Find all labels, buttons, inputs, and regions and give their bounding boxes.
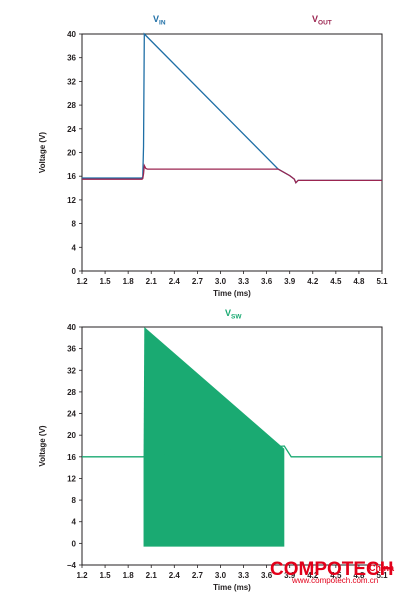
y-tick-label: 0 — [72, 539, 77, 548]
x-tick-label: 5.1 — [376, 571, 388, 580]
y-tick-label: 36 — [67, 54, 76, 63]
legend-subscript: IN — [159, 20, 166, 27]
x-tick-label: 1.5 — [100, 571, 112, 580]
y-tick-label: 28 — [67, 101, 76, 110]
chart-top: 0 4 8 12 16 20 24 28 32 36 40 1.2 1.5 1.8 2.1 2.4 2.7 3.0… — [38, 14, 388, 298]
y-tick-label: 28 — [67, 388, 76, 397]
watermark-region: China — [369, 563, 395, 573]
series-line-vin — [82, 32, 382, 184]
y-tick-label: 4 — [72, 518, 77, 527]
x-tick-label: 4.8 — [353, 277, 365, 286]
y-tick-label: 24 — [67, 410, 76, 419]
y-tick-label: 4 — [72, 243, 77, 252]
legend-main: V — [312, 14, 318, 24]
y-tick-label: 20 — [67, 149, 76, 158]
y-tick-label: 12 — [67, 474, 76, 483]
x-tick-label: 2.7 — [192, 277, 204, 286]
y-tick-label: 20 — [67, 431, 76, 440]
legend-subscript: OUT — [318, 20, 332, 27]
x-tick-label: 1.2 — [76, 571, 88, 580]
legend-label-vsw: VSW — [225, 308, 242, 321]
plot-frame — [81, 33, 383, 272]
x-tick-label: 4.8 — [353, 571, 365, 580]
y-tick-label: 40 — [67, 323, 76, 332]
x-tick-label: 1.2 — [76, 277, 88, 286]
y-tick-label: 24 — [67, 125, 76, 134]
x-tick-label: 3.6 — [261, 277, 273, 286]
x-tick-label: 1.8 — [123, 571, 135, 580]
y-tick-label: 16 — [67, 172, 76, 181]
legend-main: V — [153, 14, 159, 24]
watermark-url: www.compotech.com.cn — [291, 576, 378, 585]
series-line-vsw — [82, 445, 382, 458]
x-tick-label: 3.6 — [261, 571, 273, 580]
x-tick-label: 3.3 — [238, 571, 250, 580]
y-tick-label: 16 — [67, 453, 76, 462]
x-tick-label: 2.1 — [146, 277, 158, 286]
x-tick-label: 5.1 — [376, 277, 388, 286]
watermark-brand: COMPOTECH — [270, 559, 394, 580]
x-tick-label: 3.0 — [215, 277, 227, 286]
y-tick-label: 8 — [72, 496, 77, 505]
series-area-vsw — [143, 327, 285, 547]
x-tick-label: 2.7 — [192, 571, 204, 580]
x-tick-label: 4.5 — [330, 277, 342, 286]
y-tick-label: 8 — [72, 220, 77, 229]
x-tick-label: 4.2 — [307, 571, 319, 580]
y-tick-label: 12 — [67, 196, 76, 205]
x-tick-label: 3.9 — [284, 277, 296, 286]
y-tick-label: 32 — [67, 77, 76, 86]
legend-main: V — [225, 308, 231, 318]
x-tick-label: 4.5 — [330, 571, 342, 580]
x-tick-label: 3.0 — [215, 571, 227, 580]
x-tick-label: 3.3 — [238, 277, 250, 286]
plot-frame — [81, 326, 383, 566]
y-tick-label: 36 — [67, 345, 76, 354]
x-axis-label: Time (ms) — [213, 583, 251, 592]
x-tick-label: 2.4 — [169, 277, 181, 286]
x-tick-label: 2.4 — [169, 571, 181, 580]
series-line-vout — [82, 163, 382, 184]
y-tick-label: −4 — [67, 561, 77, 570]
y-axis-label: Voltage (V) — [38, 132, 47, 174]
y-tick-label: 32 — [67, 366, 76, 375]
legend-label-vin: VIN — [153, 14, 166, 27]
x-tick-label: 2.1 — [146, 571, 158, 580]
x-tick-label: 1.8 — [123, 277, 135, 286]
y-axis-label: Voltage (V) — [38, 425, 47, 467]
y-tick-label: 0 — [72, 267, 77, 276]
x-axis-label: Time (ms) — [213, 289, 251, 298]
legend-subscript: SW — [231, 314, 242, 321]
x-tick-label: 1.5 — [100, 277, 112, 286]
y-tick-label: 40 — [67, 30, 76, 39]
legend-label-vout: VOUT — [312, 14, 332, 27]
watermark: COMPOTECH China www.compotech.com.cn — [270, 559, 395, 585]
chart-bottom: −4 0 4 8 12 16 20 24 28 32 36 40 1.2 1.5 1.8 2.1 2.4 2.7 3… — [38, 308, 388, 592]
x-tick-label: 3.9 — [284, 571, 296, 580]
x-tick-label: 4.2 — [307, 277, 319, 286]
